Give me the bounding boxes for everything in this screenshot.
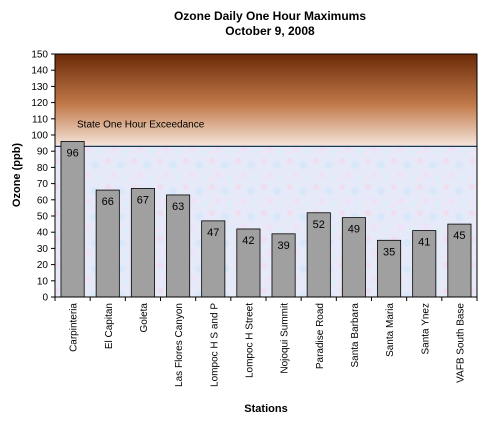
- x-category-label: Las Flores Canyon: [174, 303, 185, 387]
- x-category-label: Lompoc H Street: [244, 303, 255, 378]
- y-tick-label: 110: [32, 114, 48, 125]
- x-category-label: El Capitan: [104, 303, 115, 349]
- x-category-label: Carpinteria: [69, 303, 80, 352]
- y-axis-title: Ozone (ppb): [11, 143, 23, 207]
- x-category-label: Santa Barbara: [350, 303, 361, 368]
- x-axis: Carpinteria El Capitan Goleta Las Flores Ca…: [54, 297, 478, 387]
- y-tick-label: 130: [31, 82, 48, 93]
- bar-value-label: 39: [277, 240, 289, 252]
- x-category-label: Santa Maria: [385, 303, 396, 357]
- y-tick-label: 80: [37, 163, 49, 174]
- y-tick-label: 120: [31, 98, 48, 109]
- y-tick-label: 60: [37, 195, 49, 206]
- y-tick-label: 100: [31, 131, 48, 142]
- chart-subtitle: October 9, 2008: [225, 24, 315, 38]
- y-tick-label: 50: [37, 212, 49, 223]
- bar-value-label: 45: [453, 230, 465, 242]
- bar-value-label: 35: [383, 246, 395, 258]
- x-axis-title: Stations: [244, 403, 287, 415]
- bar-value-label: 47: [207, 227, 219, 239]
- chart-title: Ozone Daily One Hour Maximums: [174, 9, 366, 23]
- x-category-label: Goleta: [139, 303, 150, 333]
- bar-value-label: 67: [137, 194, 149, 206]
- bar-value-label: 63: [172, 201, 184, 213]
- x-category-label: Lompoc H S and P: [209, 303, 220, 387]
- y-tick-label: 70: [37, 179, 49, 190]
- plot-border: [54, 53, 478, 298]
- bar-value-label: 49: [348, 224, 360, 236]
- y-tick-label: 20: [37, 260, 49, 271]
- exceedance-zone: [55, 54, 477, 147]
- y-tick-label: 40: [37, 228, 49, 239]
- bar-value-label: 41: [418, 237, 430, 249]
- y-tick-label: 140: [31, 66, 48, 77]
- y-tick-label: 0: [42, 293, 48, 304]
- exceedance-label: State One Hour Exceedance: [77, 119, 205, 130]
- y-tick-label: 10: [37, 276, 49, 287]
- y-tick-label: 30: [37, 244, 49, 255]
- y-tick-label: 90: [37, 147, 49, 158]
- x-category-label: Paradise Road: [315, 303, 326, 369]
- bar-value-label: 96: [66, 147, 78, 159]
- bar-value-label: 52: [313, 219, 325, 231]
- y-axis: 0 10 20 30 40 50 60 70 80 90 100 110 120 130 140 150: [31, 50, 55, 304]
- bar-value-label: 66: [102, 196, 114, 208]
- bar: [60, 141, 85, 298]
- x-category-label: Nojoqui Summit: [280, 303, 291, 374]
- x-category-label: VAFB South Base: [455, 303, 466, 383]
- bar-value-label: 42: [242, 235, 254, 247]
- x-category-label: Santa Ynez: [420, 303, 431, 355]
- y-tick-label: 150: [31, 50, 48, 61]
